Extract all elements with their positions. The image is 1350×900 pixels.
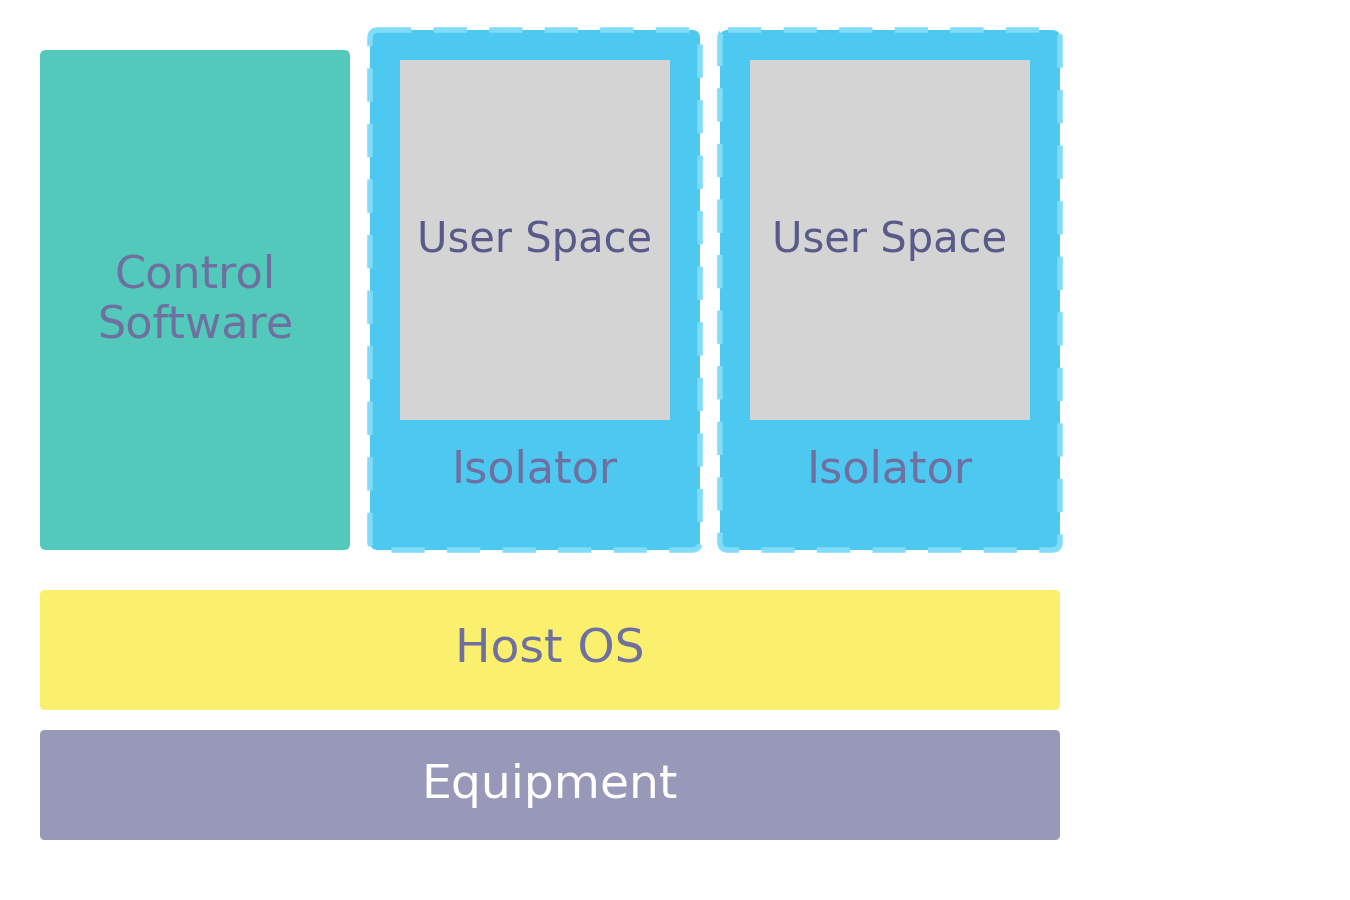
FancyBboxPatch shape (40, 50, 350, 550)
FancyBboxPatch shape (370, 30, 701, 550)
Text: Isolator: Isolator (807, 448, 973, 491)
Text: Isolator: Isolator (452, 448, 618, 491)
FancyBboxPatch shape (40, 590, 1060, 710)
FancyBboxPatch shape (40, 730, 1060, 840)
Bar (400, 60, 670, 420)
Text: Host OS: Host OS (455, 627, 645, 672)
Bar (751, 60, 1030, 420)
Text: User Space: User Space (772, 219, 1007, 261)
FancyBboxPatch shape (720, 30, 1060, 550)
Text: User Space: User Space (417, 219, 652, 261)
Text: Equipment: Equipment (421, 762, 678, 807)
Text: Control
Software: Control Software (97, 254, 293, 346)
